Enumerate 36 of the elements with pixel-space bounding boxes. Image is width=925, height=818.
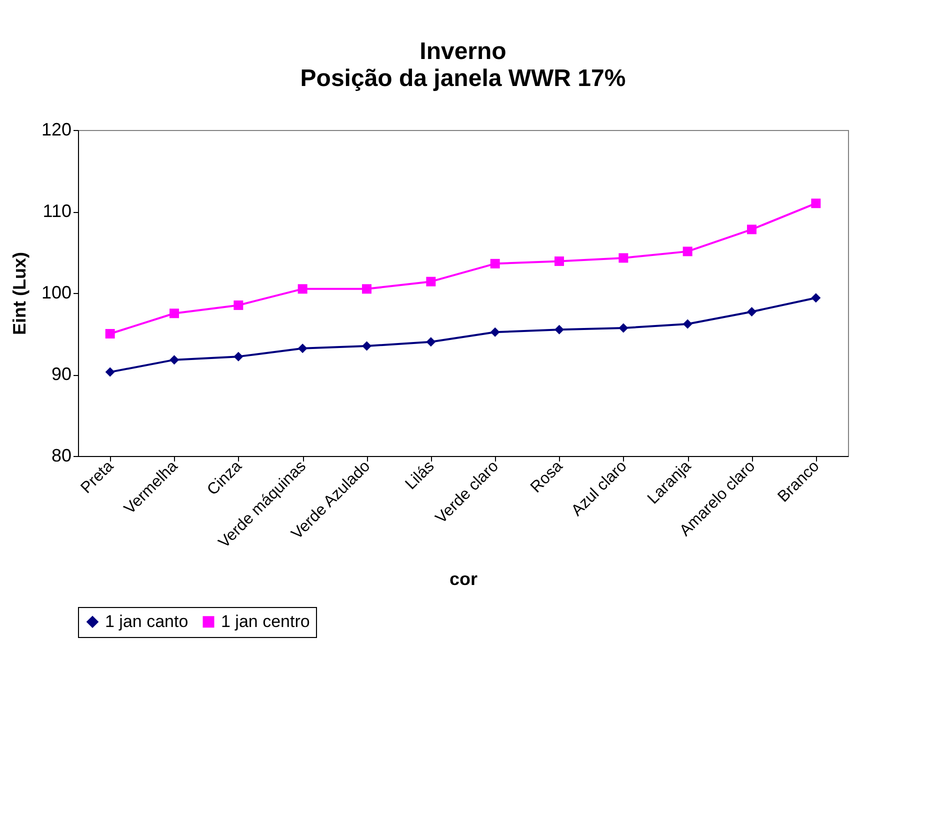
y-tick-label: 120 — [41, 120, 72, 140]
point — [105, 367, 115, 377]
point — [234, 352, 244, 362]
point — [490, 327, 500, 337]
point — [170, 355, 179, 365]
chart-subtitle: Posição da janela WWR 17% — [300, 65, 626, 92]
point — [682, 319, 692, 329]
point — [811, 198, 821, 208]
point — [426, 276, 436, 286]
y-axis-title: Eint (Lux) — [9, 252, 30, 335]
point — [105, 329, 115, 338]
point — [490, 258, 500, 268]
point — [298, 284, 308, 294]
point — [234, 300, 244, 310]
x-axis-title: cor — [449, 568, 478, 589]
point — [426, 337, 436, 347]
x-tick-label: Lilás — [402, 458, 438, 494]
point — [811, 293, 821, 303]
point — [362, 284, 372, 294]
y-tick-label: 80 — [51, 446, 72, 466]
point — [170, 308, 179, 318]
y-tick-label: 100 — [41, 282, 72, 302]
point — [554, 324, 564, 334]
y-tick-label: 110 — [42, 201, 72, 221]
point — [618, 253, 628, 263]
chart-title: Inverno — [420, 38, 506, 65]
y-tick-label: 90 — [51, 364, 72, 384]
legend-label: 1 jan centro — [221, 612, 310, 631]
point — [747, 307, 756, 316]
point — [747, 224, 756, 234]
point — [618, 323, 628, 333]
point — [362, 341, 372, 351]
legend-label: 1 jan canto — [105, 612, 188, 631]
point — [554, 256, 564, 266]
point — [298, 344, 308, 354]
point — [682, 246, 692, 256]
